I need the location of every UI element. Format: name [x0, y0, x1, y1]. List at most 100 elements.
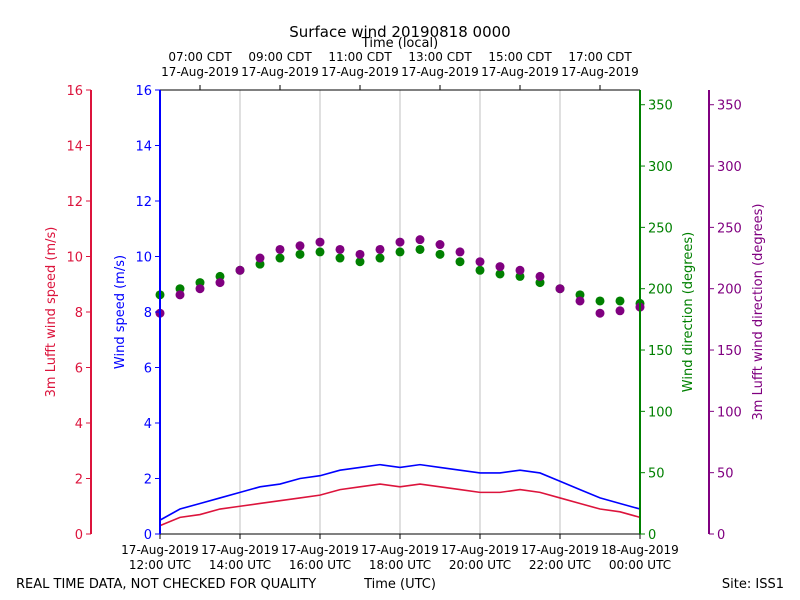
lufft_direction-tick-label: 200: [717, 283, 742, 298]
direction-point: [455, 257, 465, 267]
top-tick-label-time: 09:00 CDT: [248, 50, 312, 64]
speed-tick-label: 6: [144, 362, 152, 377]
lufft_speed-tick-label: 0: [75, 528, 83, 543]
x-tick-label-time: 18:00 UTC: [369, 558, 431, 572]
direction-tick-label: 50: [648, 467, 665, 482]
lufft_speed-tick-label: 16: [66, 84, 83, 99]
lufft_speed-axis-label: 3m Lufft wind speed (m/s): [44, 227, 59, 398]
direction-point: [335, 253, 345, 263]
footer-quality-note: REAL TIME DATA, NOT CHECKED FOR QUALITY: [16, 577, 316, 592]
lufft_speed-tick-label: 12: [66, 195, 83, 210]
direction-point: [355, 257, 365, 267]
direction-point: [395, 247, 405, 257]
x-tick-label-date: 17-Aug-2019: [121, 543, 199, 557]
x-axis-label: Time (UTC): [363, 577, 436, 592]
direction-tick-label: 250: [648, 221, 673, 236]
direction-point: [595, 296, 605, 306]
lufft_direction-point: [535, 271, 545, 281]
lufft_speed-tick-label: 6: [75, 362, 83, 377]
direction-point: [315, 247, 325, 257]
plot-area: [155, 235, 645, 527]
lufft_direction-tick-label: 300: [717, 160, 742, 175]
grid-lines: [239, 90, 561, 534]
lufft_direction-tick-label: 150: [717, 344, 742, 359]
lufft_direction-point: [515, 265, 525, 275]
lufft_direction-point: [435, 240, 445, 250]
x-tick-label-time: 14:00 UTC: [209, 558, 271, 572]
lufft_direction-point: [555, 284, 565, 294]
lufft_direction-axis-label: 3m Lufft wind direction (degrees): [751, 204, 766, 421]
direction-point: [435, 249, 445, 259]
x-tick-label-time: 16:00 UTC: [289, 558, 351, 572]
x-tick-label-time: 20:00 UTC: [449, 558, 511, 572]
lufft_direction-point: [595, 308, 605, 318]
lufft_direction-point: [575, 296, 585, 306]
direction-tick-label: 150: [648, 344, 673, 359]
direction-point: [615, 296, 625, 306]
lufft_direction-point: [255, 253, 265, 263]
x-tick-label-date: 17-Aug-2019: [521, 543, 599, 557]
speed-axis-label: Wind speed (m/s): [113, 255, 128, 369]
direction-point: [475, 265, 485, 275]
top-tick-label-time: 17:00 CDT: [568, 50, 632, 64]
x-tick-label-date: 17-Aug-2019: [281, 543, 359, 557]
x-tick-label-time: 00:00 UTC: [609, 558, 671, 572]
lufft_direction-tick-label: 100: [717, 405, 742, 420]
top-tick-label-time: 11:00 CDT: [328, 50, 392, 64]
lufft_direction-point: [195, 284, 205, 294]
lufft_direction-point: [235, 265, 245, 275]
direction-tick-label: 300: [648, 160, 673, 175]
x-tick-label-date: 18-Aug-2019: [601, 543, 679, 557]
lufft_direction-point: [395, 237, 405, 247]
top-tick-label-date: 17-Aug-2019: [401, 65, 479, 79]
speed-tick-label: 2: [144, 473, 152, 488]
x-tick-label-date: 17-Aug-2019: [441, 543, 519, 557]
lufft_direction-tick-label: 350: [717, 99, 742, 114]
top-tick-label-date: 17-Aug-2019: [161, 65, 239, 79]
direction-point: [375, 253, 385, 263]
speed-tick-label: 0: [144, 528, 152, 543]
top-tick-label-time: 15:00 CDT: [488, 50, 552, 64]
lufft_direction-tick-label: 0: [717, 528, 725, 543]
lufft_direction-tick-label: 50: [717, 467, 734, 482]
lufft_direction-point: [295, 241, 305, 251]
x-tick-label-time: 22:00 UTC: [529, 558, 591, 572]
lufft_direction-point: [315, 237, 325, 247]
lufft_direction-point: [355, 249, 365, 259]
top-tick-label-date: 17-Aug-2019: [481, 65, 559, 79]
direction-point: [415, 244, 425, 254]
direction-point: [275, 253, 285, 263]
top-tick-label-date: 17-Aug-2019: [561, 65, 639, 79]
direction-axis-label: Wind direction (degrees): [681, 232, 696, 392]
lufft_direction-tick-label: 250: [717, 221, 742, 236]
lufft_direction-point: [615, 306, 625, 316]
lufft_direction-point: [495, 262, 505, 272]
chart-title: Surface wind 20190818 0000: [289, 23, 510, 41]
footer-site: Site: ISS1: [722, 577, 784, 592]
lufft_speed-tick-label: 14: [66, 140, 83, 155]
x-tick-label-date: 17-Aug-2019: [361, 543, 439, 557]
direction-tick-label: 100: [648, 405, 673, 420]
lufft_direction-point: [375, 244, 385, 254]
direction-tick-label: 200: [648, 283, 673, 298]
lufft_direction-point: [175, 290, 185, 300]
lufft_speed-tick-label: 10: [66, 251, 83, 266]
lufft_direction-point: [475, 257, 485, 267]
lufft_direction-point: [415, 235, 425, 245]
lufft_speed-tick-label: 2: [75, 473, 83, 488]
speed-line: [159, 463, 641, 521]
lufft_direction-point: [455, 247, 465, 257]
speed-tick-label: 14: [135, 140, 152, 155]
lufft_direction-point: [215, 278, 225, 288]
speed-tick-label: 12: [135, 195, 152, 210]
lufft_speed-line: [159, 483, 641, 527]
top-tick-label-date: 17-Aug-2019: [321, 65, 399, 79]
top-tick-label-date: 17-Aug-2019: [241, 65, 319, 79]
direction-point: [495, 269, 505, 279]
x-tick-label-date: 17-Aug-2019: [201, 543, 279, 557]
lufft_speed-tick-label: 4: [75, 417, 83, 432]
speed-tick-label: 4: [144, 417, 152, 432]
top-tick-label-time: 13:00 CDT: [408, 50, 472, 64]
speed-tick-label: 16: [135, 84, 152, 99]
